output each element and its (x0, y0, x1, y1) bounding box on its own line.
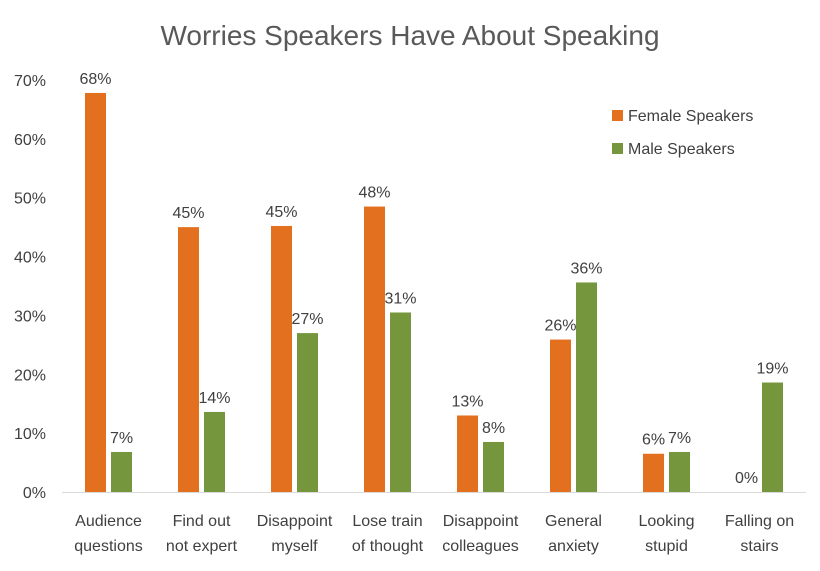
y-tick-label: 0% (23, 485, 46, 502)
x-category-label: Looking stupid (638, 513, 694, 555)
bar-female (550, 339, 571, 492)
x-category-label: Disappoint myself (257, 513, 333, 555)
x-category-label: Falling on stairs (725, 513, 794, 555)
data-label: 26% (544, 318, 576, 335)
bar-male (483, 441, 504, 492)
y-tick-label: 10% (14, 426, 46, 443)
y-tick-label: 40% (14, 250, 46, 267)
bar-male (390, 312, 411, 492)
data-label: 19% (756, 361, 788, 378)
legend-label: Male Speakers (628, 141, 735, 158)
bar-male (576, 282, 597, 492)
data-label: 36% (570, 260, 602, 277)
y-tick-label: 50% (14, 191, 46, 208)
data-label: 45% (265, 204, 297, 221)
bar-male (669, 451, 690, 492)
x-category-label: General anxiety (545, 513, 602, 555)
data-label: 68% (79, 71, 111, 88)
data-label: 48% (358, 185, 390, 202)
legend: Female Speakers Male Speakers (612, 108, 753, 158)
x-category-label: Lose train of thought (352, 513, 424, 555)
bar-female (457, 415, 478, 492)
bar-female (271, 225, 292, 493)
data-label: 13% (451, 393, 483, 410)
data-label: 7% (110, 430, 133, 447)
data-label: 8% (482, 420, 505, 437)
data-label: 45% (172, 205, 204, 222)
y-tick-label: 20% (14, 367, 46, 384)
bar-female (85, 92, 106, 492)
legend-label: Female Speakers (628, 108, 753, 125)
bar-female (178, 227, 199, 492)
data-labels: 68% 45% 45% 48% 13% 26% 6% 0% 7% 14% 27% 31% 8% 36% 7%… (79, 71, 788, 487)
legend-swatch (612, 143, 623, 154)
x-category-label: Disappoint colleagues (442, 513, 519, 555)
data-label: 0% (735, 470, 758, 487)
bar-female (643, 453, 664, 492)
y-tick-label: 70% (14, 73, 46, 90)
bars (85, 92, 783, 493)
y-tick-label: 60% (14, 132, 46, 149)
data-label: 7% (668, 430, 691, 447)
bar-male (204, 411, 225, 492)
legend-swatch (612, 110, 623, 121)
chart-title: Worries Speakers Have About Speaking (160, 20, 659, 51)
bar-male (297, 333, 318, 492)
x-category-label: Audience questions (74, 513, 143, 555)
data-label: 14% (198, 390, 230, 407)
data-label: 6% (642, 432, 665, 449)
bar-male (111, 451, 132, 492)
y-tick-label: 30% (14, 308, 46, 325)
x-axis: Audience questions Find out not expert Disap… (62, 492, 806, 555)
y-axis: 0% 10% 20% 30% 40% 50% 60% 70% (14, 73, 46, 502)
bar-male (762, 382, 783, 492)
data-label: 27% (291, 311, 323, 328)
data-label: 31% (384, 290, 416, 307)
bar-female (364, 206, 385, 493)
x-category-label: Find out not expert (166, 513, 238, 555)
